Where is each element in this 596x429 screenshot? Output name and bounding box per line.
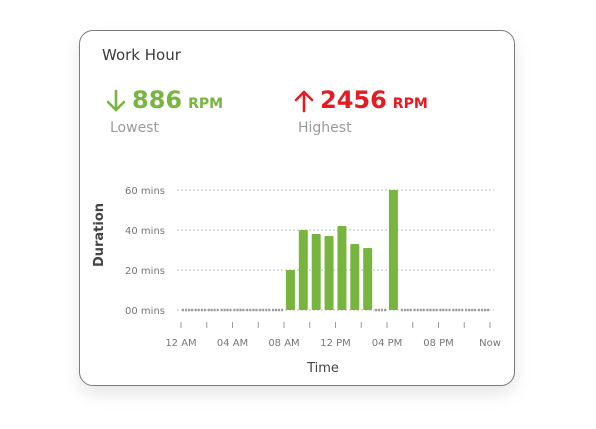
bar	[350, 244, 360, 310]
y-tick-label: 00 mins	[125, 306, 165, 317]
duration-bar-chart: 00 mins 20 mins 40 mins 60 mins 12 AM 04 AM 08…	[92, 186, 501, 376]
y-tick-label: 40 mins	[125, 226, 165, 237]
x-tick-label: Now	[479, 338, 501, 349]
y-axis-label: Duration	[92, 203, 107, 267]
lowest-label: Lowest	[110, 120, 159, 136]
y-tick-label: 20 mins	[125, 266, 165, 277]
lowest-value-group: 886 RPM	[132, 86, 223, 114]
y-tick-label: 60 mins	[125, 186, 165, 197]
x-tick-label: 12 PM	[320, 338, 351, 349]
bar	[324, 236, 334, 310]
x-tick-label: 04 PM	[372, 338, 403, 349]
highest-value-group: 2456 RPM	[320, 86, 428, 114]
card-title: Work Hour	[102, 46, 181, 64]
bar	[298, 230, 308, 310]
bar	[311, 234, 321, 310]
highest-label: Highest	[298, 120, 352, 136]
x-tick-label: 12 AM	[165, 338, 196, 349]
bar	[285, 270, 295, 310]
lowest-unit: RPM	[188, 96, 224, 112]
lowest-value: 886	[132, 86, 183, 114]
arrow-up-icon	[294, 89, 314, 113]
arrow-down-icon	[106, 89, 126, 113]
x-axis-label: Time	[306, 361, 339, 376]
highest-unit: RPM	[392, 96, 428, 112]
x-tick-label: 04 AM	[217, 338, 248, 349]
work-hour-card: Work Hour 886 RPM Lowest 2456 RPM Highest …	[79, 30, 515, 386]
bar	[363, 248, 373, 310]
x-tick-label: 08 AM	[268, 338, 299, 349]
bar	[337, 226, 347, 310]
highest-value: 2456	[320, 86, 387, 114]
x-tick-label: 08 PM	[423, 338, 454, 349]
bar	[388, 190, 398, 310]
